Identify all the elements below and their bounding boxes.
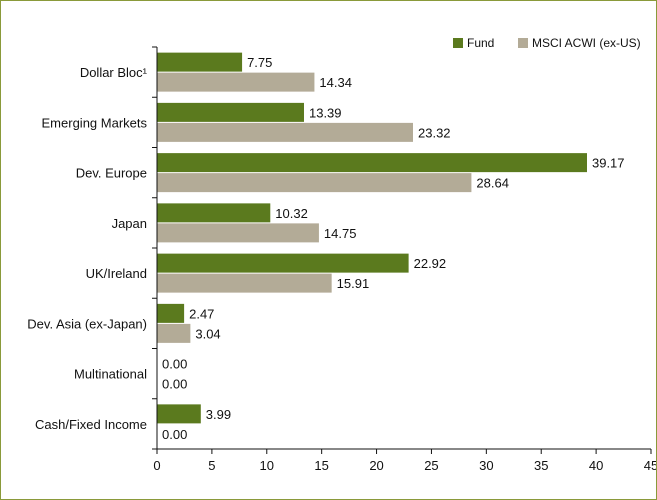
bar-benchmark-2 [157,173,472,193]
legend-label-fund: Fund [467,36,494,50]
x-tick-label-8: 40 [589,458,603,473]
value-label-fund-5: 2.47 [189,306,214,321]
value-label-benchmark-5: 3.04 [195,326,220,341]
bar-benchmark-3 [157,223,319,243]
bar-fund-2 [157,153,587,173]
legend: Fund MSCI ACWI (ex-US) [453,36,641,50]
x-tick-label-6: 30 [479,458,493,473]
bar-benchmark-0 [157,72,315,92]
value-label-benchmark-0: 14.34 [319,75,352,90]
value-label-fund-2: 39.17 [592,156,625,171]
value-label-fund-1: 13.39 [309,105,342,120]
bar-benchmark-1 [157,122,414,142]
value-label-benchmark-1: 23.32 [418,125,451,140]
x-tick-label-1: 5 [208,458,215,473]
value-label-fund-7: 3.99 [206,407,231,422]
legend-swatch-fund [453,38,463,48]
value-label-fund-0: 7.75 [247,55,272,70]
category-label-5: Dev. Asia (ex-Japan) [27,316,147,331]
value-label-benchmark-2: 28.64 [476,176,509,191]
bar-fund-3 [157,203,271,223]
bar-fund-1 [157,102,304,122]
legend-swatch-benchmark [518,38,528,48]
category-label-7: Cash/Fixed Income [35,417,147,432]
x-tick-label-2: 10 [260,458,274,473]
plot-area: 7.75 14.34 Dollar Bloc¹ 13.39 23.32 Emerging … [27,46,656,473]
value-label-benchmark-4: 15.91 [337,276,370,291]
value-label-benchmark-6: 0.00 [162,377,187,392]
x-tick-label-3: 15 [314,458,328,473]
value-label-benchmark-7: 0.00 [162,427,187,442]
bar-fund-4 [157,253,409,273]
x-tick-label-9: 45 [644,458,656,473]
x-tick-label-0: 0 [153,458,160,473]
bar-fund-0 [157,52,243,72]
x-tick-label-4: 20 [369,458,383,473]
legend-label-benchmark: MSCI ACWI (ex-US) [532,36,641,50]
value-label-fund-6: 0.00 [162,357,187,372]
bar-benchmark-4 [157,273,332,293]
category-label-0: Dollar Bloc¹ [80,65,148,80]
category-label-6: Multinational [74,367,147,382]
bar-fund-7 [157,404,201,424]
x-tick-label-5: 25 [424,458,438,473]
value-label-benchmark-3: 14.75 [324,226,357,241]
category-label-2: Dev. Europe [76,166,147,181]
x-tick-label-7: 35 [534,458,548,473]
category-label-4: UK/Ireland [86,266,147,281]
category-label-1: Emerging Markets [42,115,148,130]
category-label-3: Japan [112,216,147,231]
value-label-fund-4: 22.92 [414,256,447,271]
bar-fund-5 [157,303,185,323]
value-label-fund-3: 10.32 [275,206,308,221]
bar-benchmark-5 [157,323,191,343]
